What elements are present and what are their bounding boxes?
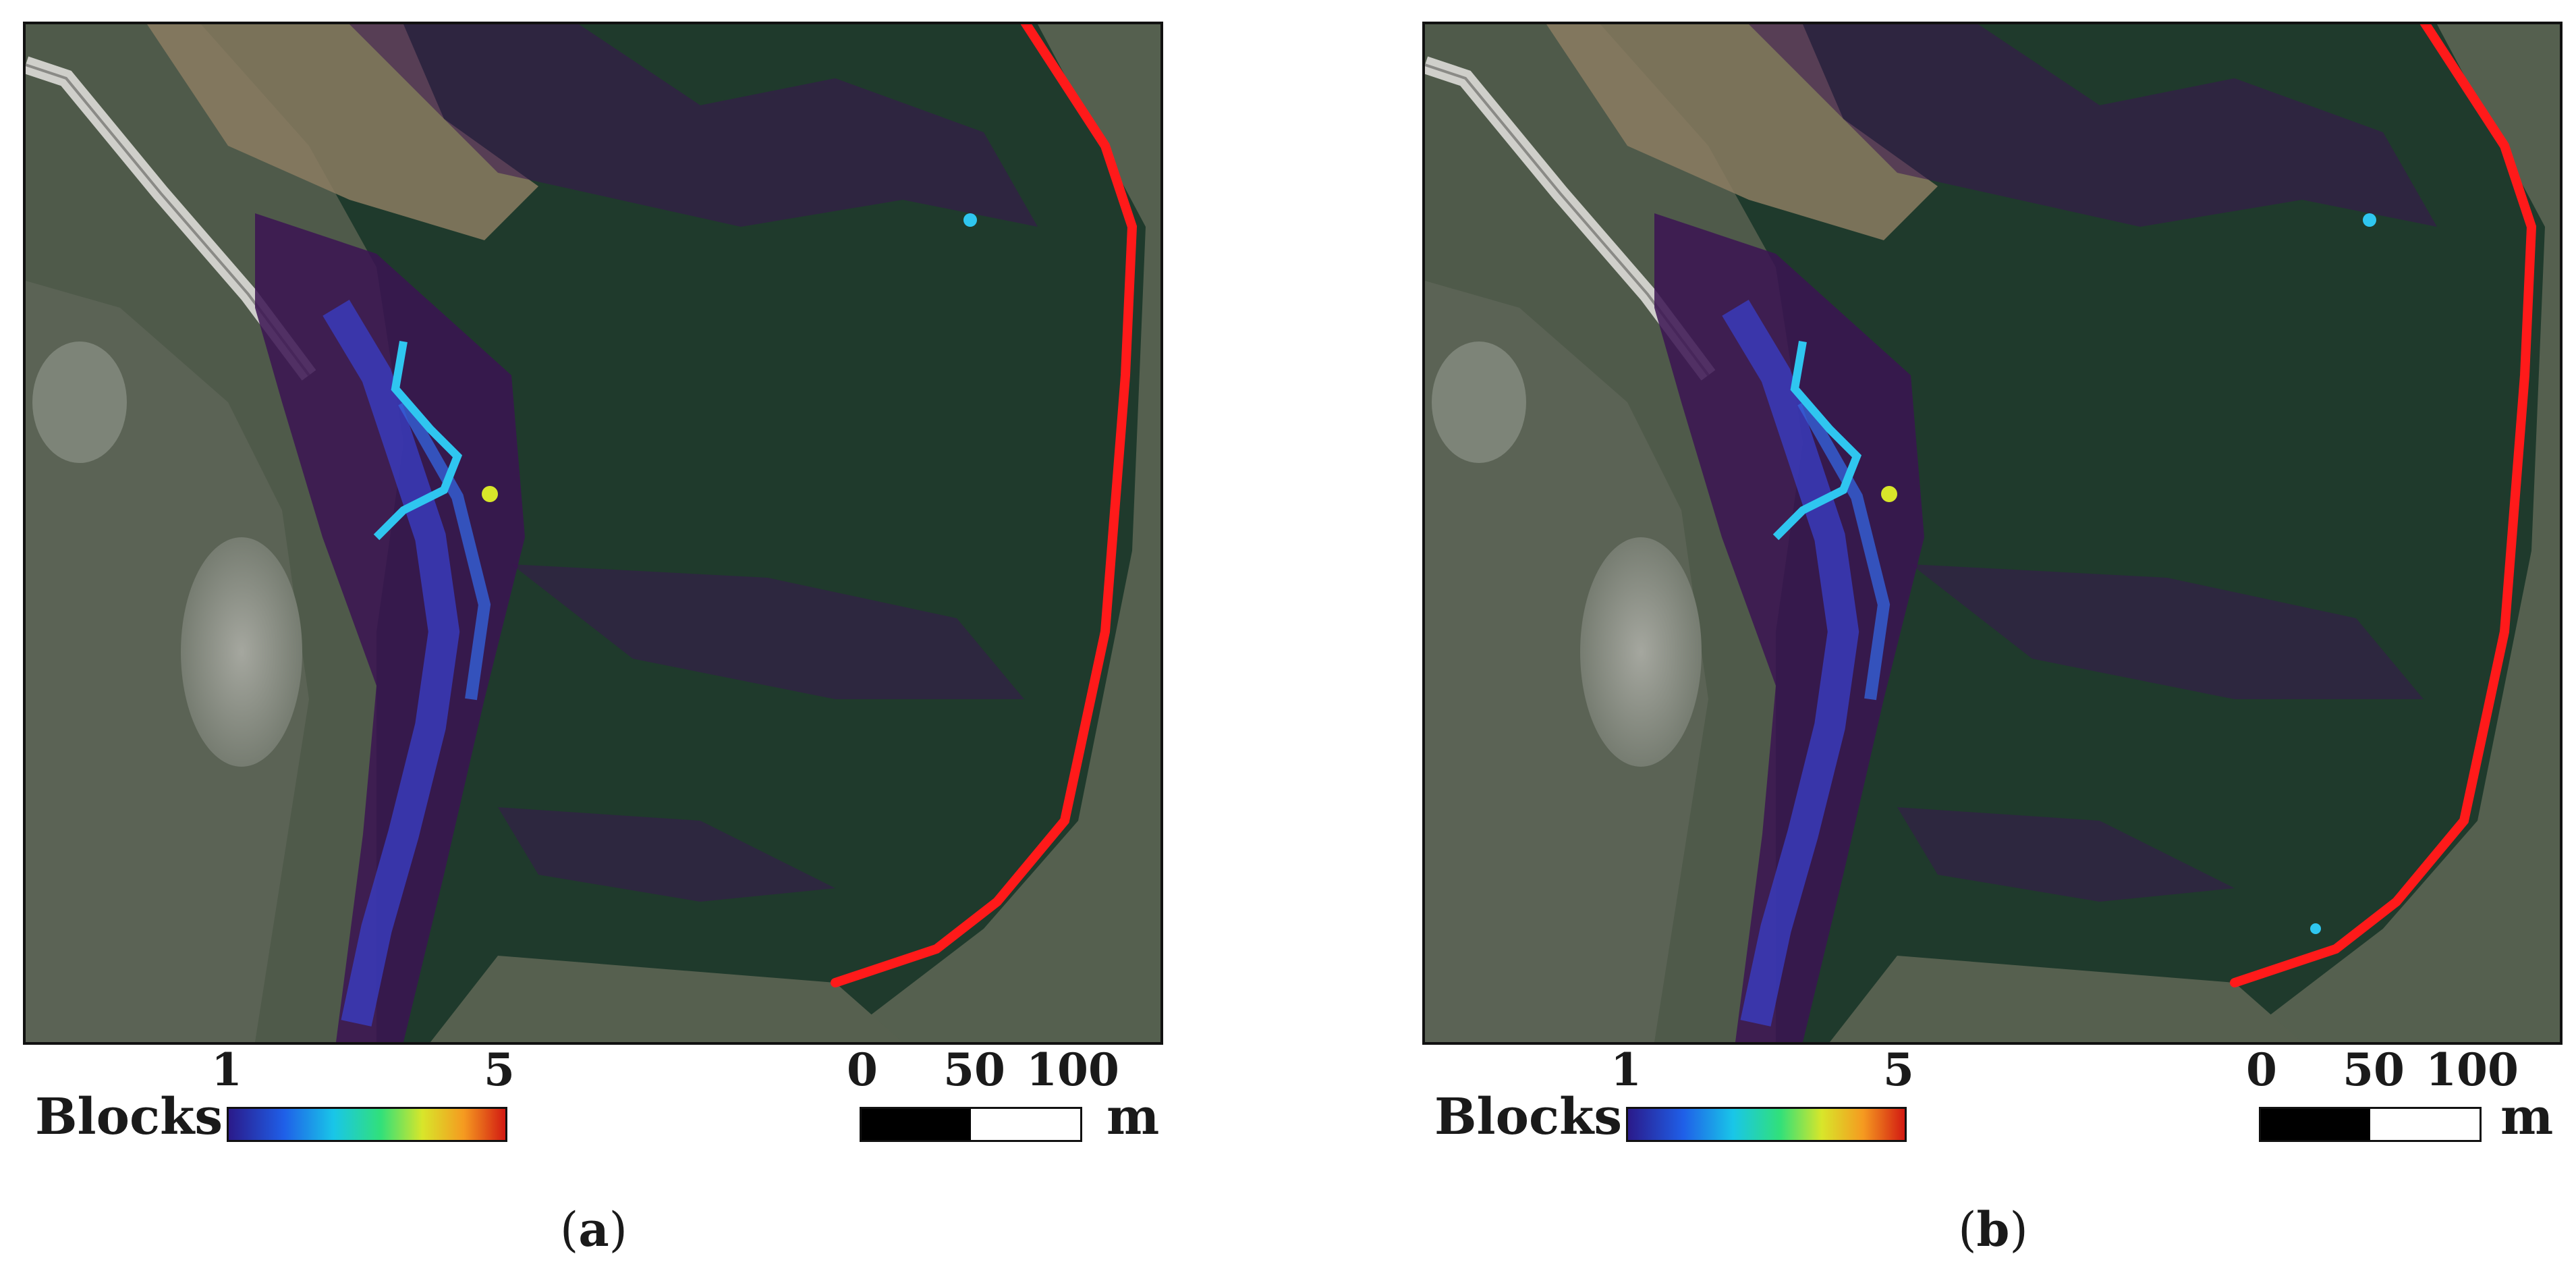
colorbar-title-b: Blocks bbox=[1434, 1088, 1623, 1146]
caption-open-paren: ( bbox=[1958, 1202, 1977, 1257]
scale-bar-b bbox=[2259, 1107, 2482, 1142]
scale-tick-100-b: 100 bbox=[2426, 1043, 2519, 1096]
scale-bar-a bbox=[860, 1107, 1082, 1142]
scale-unit-b: m bbox=[2500, 1088, 2554, 1146]
colorbar-min-label-b: 1 bbox=[1611, 1043, 1642, 1096]
scale-bar-segment-black bbox=[2261, 1109, 2370, 1140]
colorbar-max-label-a: 5 bbox=[484, 1043, 515, 1096]
scale-bar-segment-black bbox=[862, 1109, 971, 1140]
caption-close-paren: ) bbox=[609, 1202, 627, 1257]
scale-tick-50-a: 50 bbox=[943, 1043, 1005, 1096]
rockfall-low-density bbox=[511, 564, 1024, 699]
scale-tick-0-b: 0 bbox=[2246, 1043, 2277, 1096]
rockfall-low-density bbox=[349, 24, 1038, 227]
caption-letter: a bbox=[578, 1201, 609, 1257]
colorbar-b bbox=[1626, 1107, 1907, 1142]
panel-a: Blocks 1 5 0 50 100 m (a) bbox=[0, 0, 1282, 1281]
bare-rock-patch bbox=[32, 342, 127, 463]
colorbar-a bbox=[227, 1107, 507, 1142]
bare-rock-patch bbox=[1580, 537, 1702, 767]
rocky-margin-right bbox=[835, 24, 1160, 1042]
rockfall-track bbox=[1797, 399, 1891, 701]
colorbar-title-a: Blocks bbox=[35, 1088, 223, 1146]
rockfall-hotspot bbox=[482, 486, 498, 502]
rocky-margin-right bbox=[2235, 24, 2560, 1042]
bare-ground-area bbox=[147, 24, 538, 240]
rockfall-hotspot bbox=[2310, 923, 2321, 934]
caption-letter: b bbox=[1976, 1201, 2010, 1257]
rockfall-track bbox=[1722, 300, 1859, 1027]
rockfall-low-density bbox=[1911, 564, 2424, 699]
panel-caption-a: (a) bbox=[560, 1201, 627, 1257]
bare-rock-patch bbox=[181, 537, 302, 767]
boundary-line bbox=[2230, 24, 2537, 987]
cliff-band bbox=[1425, 281, 1708, 1042]
panel-b: Blocks 1 5 0 50 100 m (b) bbox=[1282, 0, 2564, 1281]
rockfall-hotspot bbox=[2363, 213, 2376, 227]
scale-bar-segment-white bbox=[2370, 1109, 2480, 1140]
rockfall-low-density bbox=[255, 213, 525, 1042]
rockfall-track bbox=[323, 300, 460, 1027]
cliff-band bbox=[26, 281, 309, 1042]
caption-close-paren: ) bbox=[2009, 1202, 2028, 1257]
rockfall-high-path bbox=[373, 340, 463, 541]
panel-caption-b: (b) bbox=[1958, 1201, 2028, 1257]
rockfall-low-density bbox=[1897, 807, 2235, 902]
map-frame-b bbox=[1422, 22, 2563, 1045]
boundary-line bbox=[831, 24, 1138, 987]
caption-open-paren: ( bbox=[560, 1202, 579, 1257]
rockfall-low-density bbox=[1749, 24, 2437, 227]
scale-tick-50-b: 50 bbox=[2343, 1043, 2405, 1096]
map-image-b bbox=[1425, 24, 2560, 1042]
rockfall-high-path bbox=[1772, 340, 1862, 541]
rocky-margin-bottom bbox=[430, 956, 903, 1042]
scale-unit-a: m bbox=[1107, 1088, 1160, 1146]
rockfall-track bbox=[398, 399, 491, 701]
rocky-margin-bottom bbox=[1830, 956, 2302, 1042]
colorbar-max-label-b: 5 bbox=[1883, 1043, 1914, 1096]
rockfall-low-density bbox=[498, 807, 835, 902]
map-frame-a bbox=[23, 22, 1163, 1045]
rockfall-hotspot bbox=[1881, 486, 1897, 502]
bare-ground-area bbox=[1546, 24, 1938, 240]
map-image-a bbox=[26, 24, 1160, 1042]
bare-rock-patch bbox=[1432, 342, 1526, 463]
scale-tick-100-a: 100 bbox=[1026, 1043, 1119, 1096]
scale-tick-0-a: 0 bbox=[847, 1043, 878, 1096]
rockfall-hotspot bbox=[963, 213, 977, 227]
rockfall-low-density bbox=[1654, 213, 1924, 1042]
colorbar-min-label-a: 1 bbox=[211, 1043, 242, 1096]
scale-bar-segment-white bbox=[971, 1109, 1080, 1140]
